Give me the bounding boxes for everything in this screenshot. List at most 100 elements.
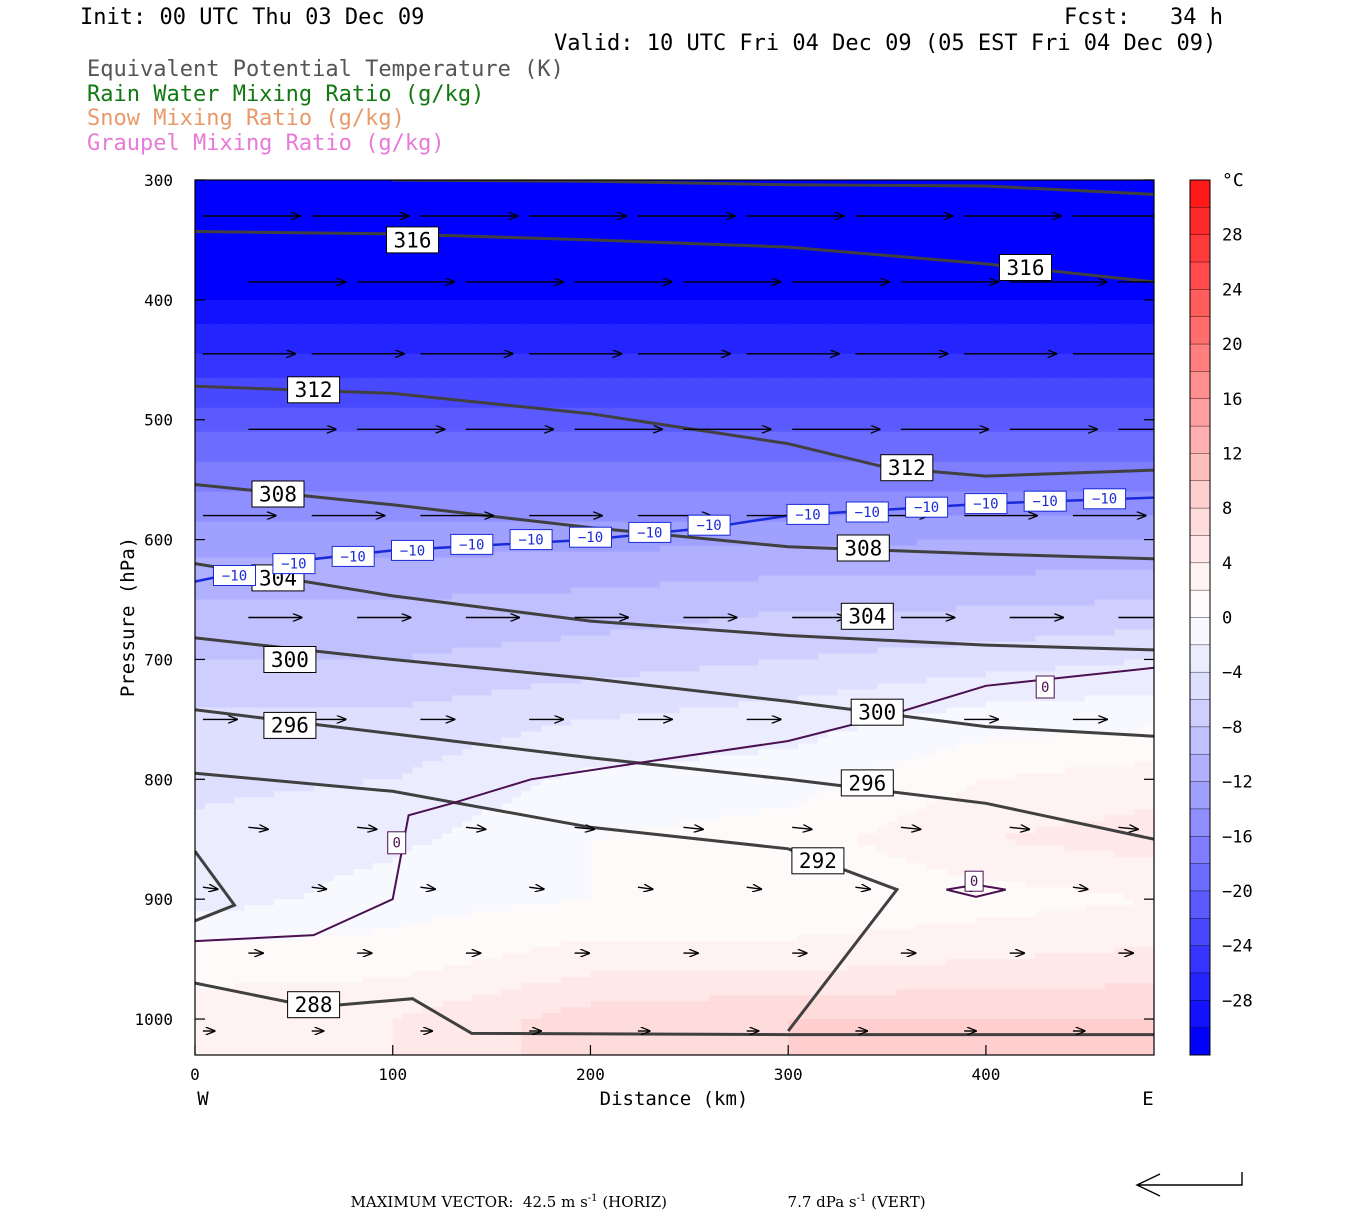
field-cell xyxy=(373,317,384,325)
field-cell xyxy=(501,449,512,457)
field-cell xyxy=(521,269,532,277)
field-cell xyxy=(254,857,265,864)
field-cell xyxy=(521,371,532,379)
field-cell xyxy=(452,1037,463,1044)
field-cell xyxy=(373,437,384,445)
field-cell xyxy=(491,293,503,301)
field-cell xyxy=(293,329,305,337)
field-cell xyxy=(511,1043,522,1050)
field-cell xyxy=(313,911,325,918)
field-cell xyxy=(481,371,493,379)
field-cell xyxy=(293,635,305,643)
field-cell xyxy=(432,755,443,762)
field-cell xyxy=(382,192,394,199)
field-cell xyxy=(234,473,245,481)
field-cell xyxy=(204,503,216,511)
field-cell xyxy=(313,527,325,535)
field-cell xyxy=(452,881,463,888)
field-cell xyxy=(313,557,325,565)
field-cell xyxy=(353,335,364,343)
field-cell xyxy=(303,983,315,990)
field-cell xyxy=(224,527,236,535)
field-cell xyxy=(452,635,463,643)
field-cell xyxy=(471,833,483,840)
field-cell xyxy=(284,1037,295,1044)
field-cell xyxy=(363,419,374,427)
field-cell xyxy=(254,911,265,918)
field-cell xyxy=(392,653,404,661)
field-cell xyxy=(303,821,315,828)
field-cell xyxy=(195,695,206,702)
field-cell xyxy=(244,305,255,313)
field-cell xyxy=(244,917,255,924)
field-cell xyxy=(254,347,265,355)
field-cell xyxy=(402,449,414,457)
field-cell xyxy=(373,857,384,864)
field-cell xyxy=(481,347,493,355)
field-cell xyxy=(422,1049,433,1055)
field-cell xyxy=(274,311,285,319)
field-cell xyxy=(511,473,522,481)
field-cell xyxy=(234,521,245,529)
field-cell xyxy=(293,947,305,954)
field-cell xyxy=(481,269,493,277)
field-cell xyxy=(333,659,344,667)
field-cell xyxy=(481,629,493,637)
field-cell xyxy=(471,593,483,601)
field-cell xyxy=(343,371,354,379)
field-cell xyxy=(501,911,512,918)
field-cell xyxy=(353,533,364,541)
field-cell xyxy=(392,671,404,678)
field-cell xyxy=(402,222,414,229)
field-cell xyxy=(402,485,414,493)
field-cell xyxy=(461,527,473,535)
field-cell xyxy=(274,245,285,253)
field-cell xyxy=(323,269,334,277)
field-cell xyxy=(264,827,275,834)
field-cell xyxy=(392,180,404,187)
field-cell xyxy=(224,623,236,631)
field-cell xyxy=(313,473,325,481)
field-cell xyxy=(442,329,453,337)
field-cell xyxy=(521,893,532,900)
field-cell xyxy=(481,959,493,966)
field-cell xyxy=(204,863,216,870)
field-cell xyxy=(521,227,532,235)
field-cell xyxy=(264,977,275,984)
field-cell xyxy=(402,581,414,589)
field-cell xyxy=(254,695,265,702)
field-cell xyxy=(373,269,384,277)
field-cell xyxy=(333,1031,344,1038)
field-cell xyxy=(373,599,384,607)
field-cell xyxy=(284,941,295,948)
field-cell xyxy=(264,695,275,702)
field-cell xyxy=(392,785,404,792)
field-cell xyxy=(363,851,374,858)
field-cell xyxy=(234,180,245,187)
field-cell xyxy=(501,755,512,762)
field-cell xyxy=(214,953,226,960)
field-cell xyxy=(234,905,245,912)
field-cell xyxy=(284,437,295,445)
field-cell xyxy=(373,761,384,768)
field-cell xyxy=(531,317,542,325)
field-cell xyxy=(254,821,265,828)
field-cell xyxy=(214,785,226,792)
field-cell xyxy=(353,701,364,708)
field-cell xyxy=(422,359,433,367)
field-cell xyxy=(471,485,483,493)
field-cell xyxy=(392,431,404,439)
field-cell xyxy=(481,827,493,834)
field-cell xyxy=(382,1049,394,1055)
field-cell xyxy=(214,389,226,397)
field-cell xyxy=(471,413,483,421)
field-cell xyxy=(353,881,364,888)
field-cell xyxy=(214,689,226,696)
field-cell xyxy=(353,1037,364,1044)
field-cell xyxy=(195,1043,206,1050)
field-cell xyxy=(422,563,433,571)
field-cell xyxy=(234,335,245,343)
field-cell xyxy=(511,767,522,774)
field-cell xyxy=(392,635,404,643)
field-cell xyxy=(363,371,374,379)
